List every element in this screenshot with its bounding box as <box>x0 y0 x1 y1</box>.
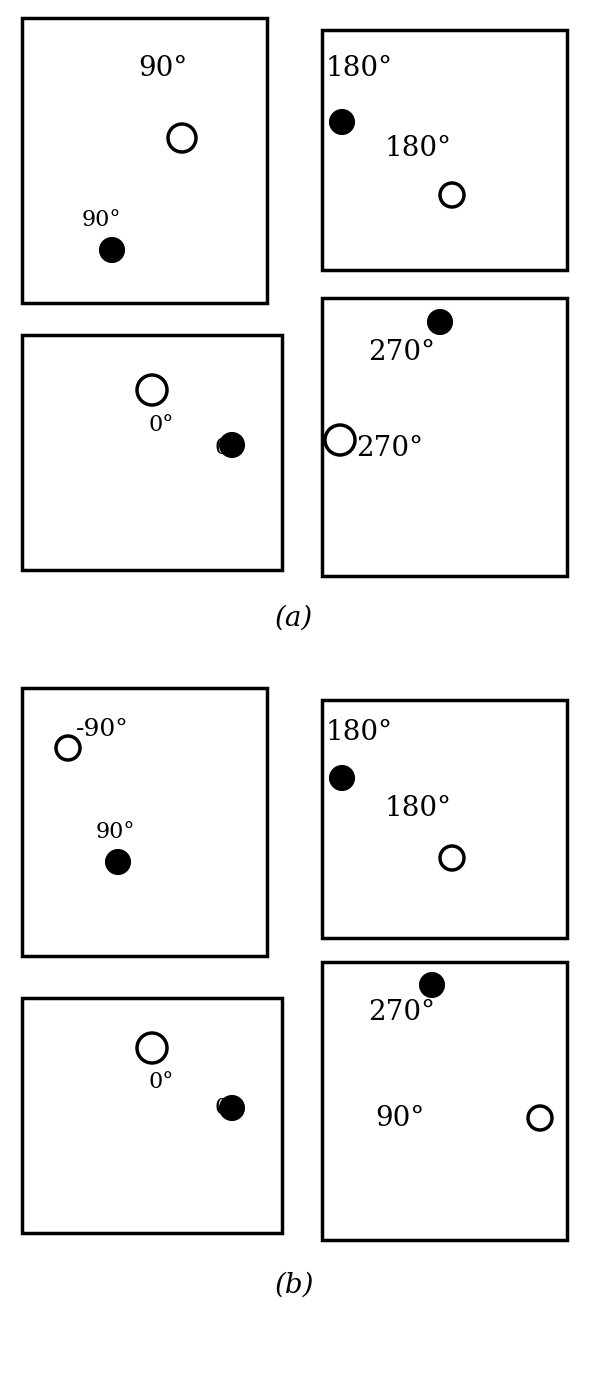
Bar <box>322 30 567 270</box>
Circle shape <box>528 1106 552 1130</box>
Bar <box>22 687 267 956</box>
Circle shape <box>330 111 354 134</box>
Text: -90°: -90° <box>76 719 129 741</box>
Text: 0°: 0° <box>215 437 240 459</box>
Circle shape <box>428 310 452 335</box>
Text: 90°: 90° <box>375 1105 424 1131</box>
Text: 180°: 180° <box>326 54 393 82</box>
Text: (a): (a) <box>275 604 313 632</box>
Text: 180°: 180° <box>385 794 452 822</box>
Circle shape <box>137 1033 167 1064</box>
Circle shape <box>220 1095 244 1120</box>
Text: 0°: 0° <box>148 414 173 436</box>
Circle shape <box>56 736 80 761</box>
Text: 90°: 90° <box>138 54 187 82</box>
Circle shape <box>100 238 124 261</box>
Circle shape <box>220 433 244 456</box>
Text: 270°: 270° <box>368 339 435 365</box>
Bar <box>22 18 267 303</box>
Text: 180°: 180° <box>326 719 393 745</box>
Circle shape <box>440 183 464 207</box>
Text: 90°: 90° <box>96 822 135 844</box>
Text: 180°: 180° <box>385 134 452 162</box>
Bar <box>322 297 567 575</box>
Text: 0°: 0° <box>148 1070 173 1093</box>
Circle shape <box>440 846 464 870</box>
Circle shape <box>106 851 130 874</box>
Text: 0°: 0° <box>215 1097 240 1119</box>
Text: 90°: 90° <box>82 209 121 231</box>
Text: 270°: 270° <box>356 434 423 462</box>
Circle shape <box>168 124 196 152</box>
Circle shape <box>137 375 167 405</box>
Circle shape <box>325 425 355 455</box>
Circle shape <box>330 766 354 790</box>
Bar <box>322 700 567 938</box>
Bar <box>322 963 567 1241</box>
Text: 270°: 270° <box>368 999 435 1026</box>
Bar <box>22 335 282 570</box>
Circle shape <box>420 974 444 997</box>
Bar <box>22 999 282 1234</box>
Text: (b): (b) <box>274 1271 314 1299</box>
